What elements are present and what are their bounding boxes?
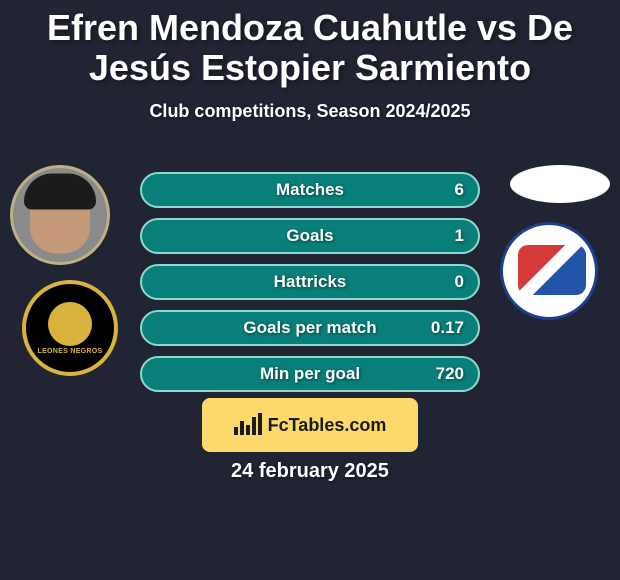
- bars-icon: [234, 415, 262, 435]
- stat-label: Goals: [142, 226, 478, 246]
- stat-row: Hattricks 0: [140, 264, 480, 300]
- stat-label: Goals per match: [142, 318, 478, 338]
- stat-label: Hattricks: [142, 272, 478, 292]
- watermark: FcTables.com: [202, 398, 418, 452]
- stat-label: Min per goal: [142, 364, 478, 384]
- player-left-avatar: [10, 165, 110, 265]
- comparison-title: Efren Mendoza Cuahutle vs De Jesús Estop…: [0, 0, 620, 87]
- face-placeholder: [30, 184, 90, 254]
- club-badge-right: [500, 222, 598, 320]
- club-badge-left-label: LEONES NEGROS: [38, 348, 103, 355]
- stat-row: Goals per match 0.17: [140, 310, 480, 346]
- stat-row: Matches 6: [140, 172, 480, 208]
- subtitle: Club competitions, Season 2024/2025: [0, 101, 620, 122]
- player-right-avatar: [510, 165, 610, 203]
- club-badge-left: LEONES NEGROS: [22, 280, 118, 376]
- stat-row: Min per goal 720: [140, 356, 480, 392]
- stats-card: Efren Mendoza Cuahutle vs De Jesús Estop…: [0, 0, 620, 580]
- stat-value: 0: [455, 272, 464, 292]
- stat-value: 1: [455, 226, 464, 246]
- stat-value: 6: [455, 180, 464, 200]
- stat-value: 0.17: [431, 318, 464, 338]
- watermark-text: FcTables.com: [268, 415, 387, 436]
- stat-row: Goals 1: [140, 218, 480, 254]
- stat-value: 720: [436, 364, 464, 384]
- comparison-date: 24 february 2025: [0, 460, 620, 483]
- stats-list: Matches 6 Goals 1 Hattricks 0 Goals per …: [140, 172, 480, 402]
- lion-icon: [48, 302, 92, 346]
- stat-label: Matches: [142, 180, 478, 200]
